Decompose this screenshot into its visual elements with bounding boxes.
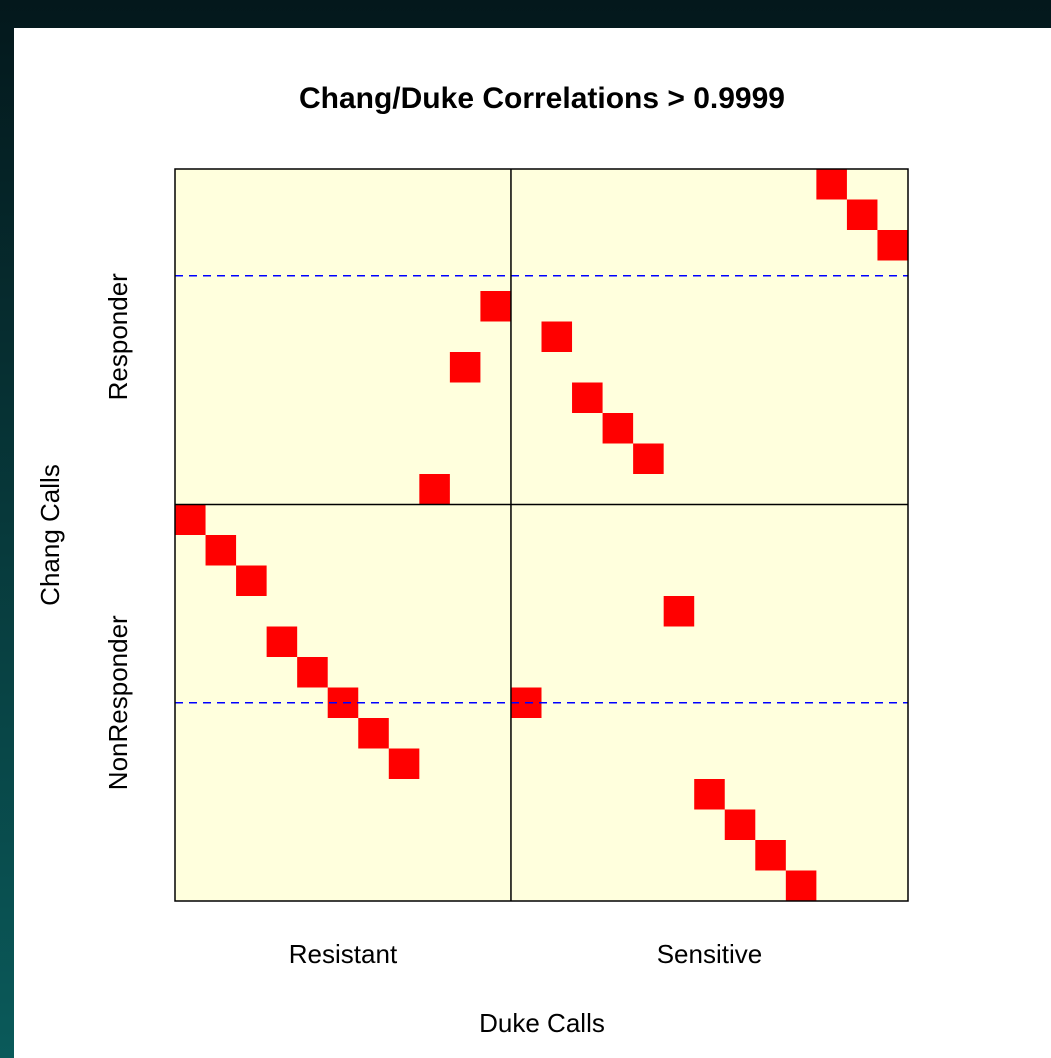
plot-panel <box>175 169 908 901</box>
tile <box>663 596 695 627</box>
y-tick-label: Responder <box>103 273 133 401</box>
x-tick-label: Resistant <box>289 939 398 969</box>
tile <box>205 535 237 566</box>
tile <box>846 199 878 230</box>
tile <box>572 382 603 413</box>
y-axis-label: Chang Calls <box>35 464 65 606</box>
tile <box>633 443 664 474</box>
tile <box>602 413 634 444</box>
tile <box>388 748 420 779</box>
x-tick-label: Sensitive <box>657 939 763 969</box>
tile <box>755 840 786 871</box>
tile <box>236 565 267 596</box>
tile <box>724 809 756 840</box>
tile <box>541 321 573 352</box>
tile <box>449 352 481 383</box>
plot-border <box>174 168 909 902</box>
tile <box>480 291 511 322</box>
tile <box>175 504 206 535</box>
tile <box>358 718 389 749</box>
x-axis-label: Duke Calls <box>479 1008 605 1038</box>
tile <box>694 779 725 810</box>
tile <box>816 169 847 200</box>
tile <box>877 230 908 261</box>
tile <box>266 626 298 657</box>
y-tick-label: NonResponder <box>103 615 133 790</box>
chart-title: Chang/Duke Correlations > 0.9999 <box>299 82 785 115</box>
tile <box>297 657 328 688</box>
tile <box>419 474 450 505</box>
tile <box>785 870 817 901</box>
